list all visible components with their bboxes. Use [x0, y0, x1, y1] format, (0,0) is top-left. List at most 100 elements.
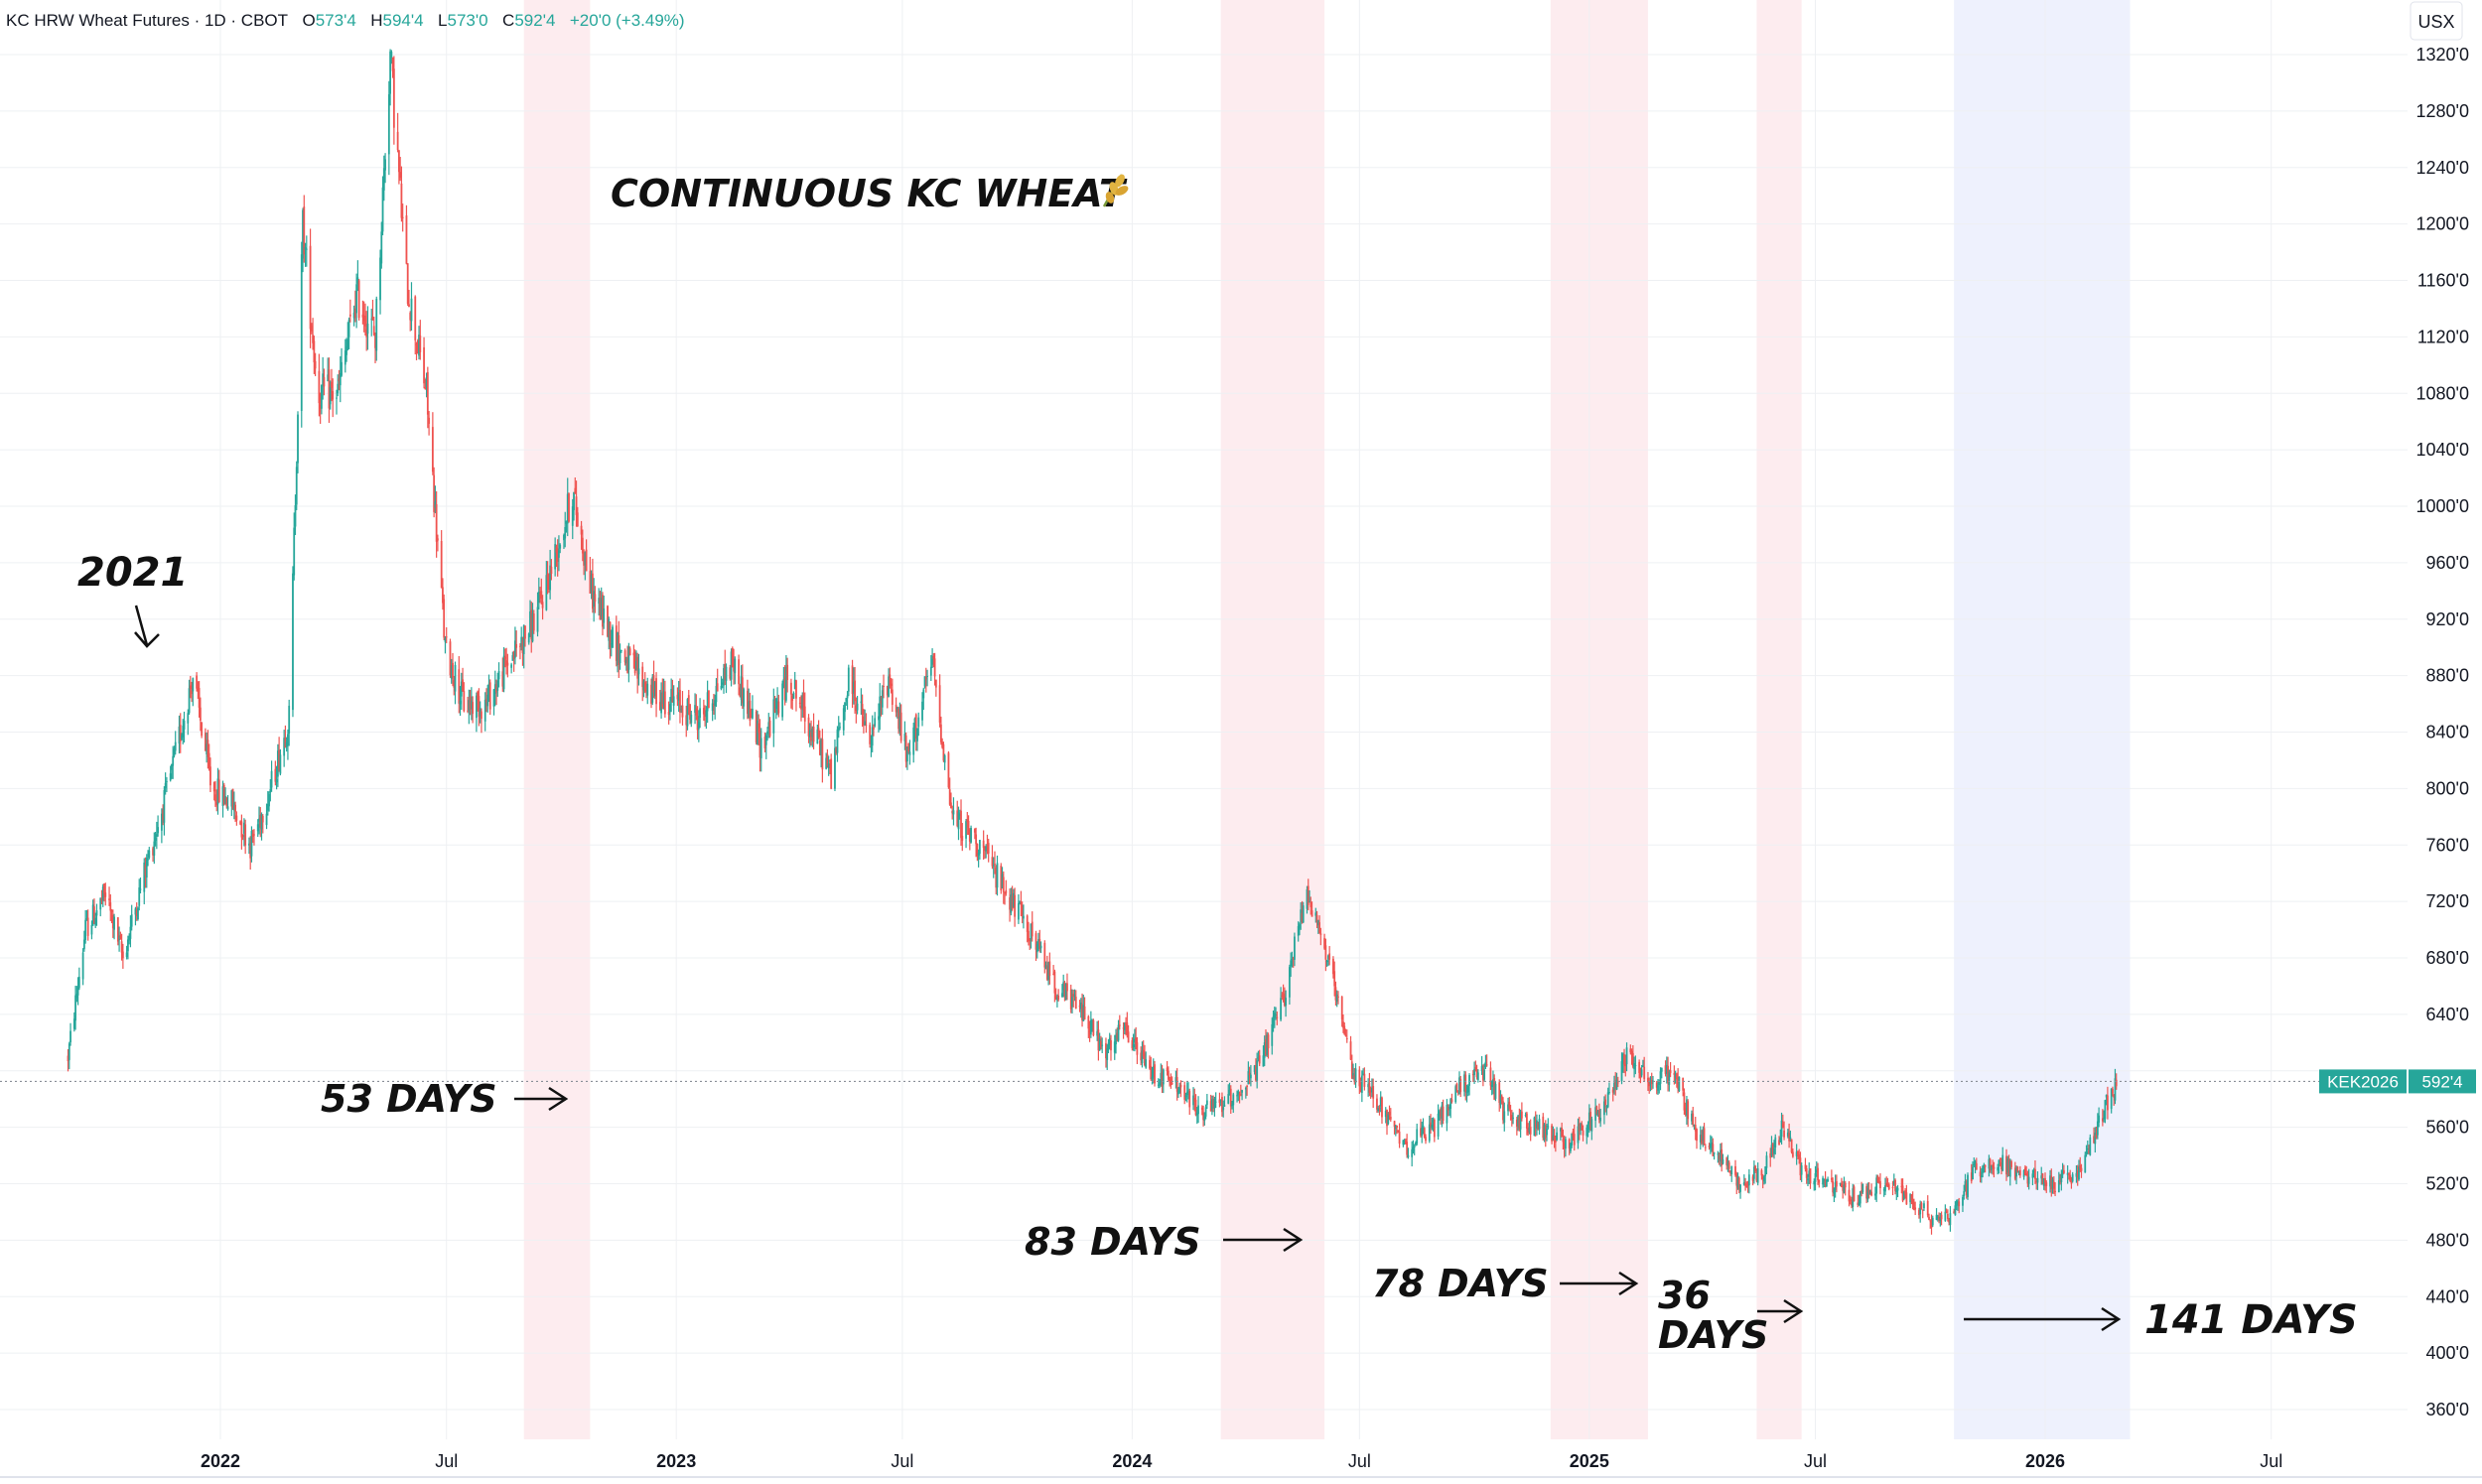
candle-body [950, 802, 952, 809]
candle-body [1565, 1139, 1567, 1149]
candle-body [1512, 1117, 1514, 1119]
candle-body [1534, 1120, 1537, 1128]
candle-body [323, 376, 326, 387]
arrow-141-icon [1964, 1306, 2122, 1332]
candle-body [1023, 915, 1025, 919]
candle-body [1953, 1211, 1956, 1214]
candle-body [1779, 1137, 1782, 1143]
candle-body [842, 708, 845, 731]
candle-body [1280, 998, 1282, 1020]
candle-body [2085, 1150, 2088, 1154]
candle-body [1187, 1090, 1189, 1095]
y-tick-label: 1160'0 [2417, 271, 2469, 291]
candle-body [619, 649, 621, 664]
candle-body [626, 658, 629, 673]
candle-body [214, 794, 216, 802]
candle-body [1213, 1098, 1216, 1109]
candle-body [169, 773, 172, 781]
candle-body [1606, 1092, 1609, 1108]
candle-body [2066, 1172, 2069, 1175]
candle-body [1290, 960, 1293, 967]
candle-body [492, 689, 495, 707]
candle-body [313, 340, 316, 363]
candle-body [1396, 1125, 1398, 1128]
candle-body [1911, 1198, 1914, 1205]
candle-body [1091, 1020, 1094, 1022]
candle-body [825, 757, 828, 769]
candle-body [679, 689, 681, 713]
candle-body [685, 715, 688, 726]
candle-body [1297, 926, 1300, 936]
candle-body [1538, 1119, 1541, 1130]
candle-body [1152, 1066, 1155, 1078]
candle-body [76, 987, 79, 996]
candle-body [287, 734, 289, 746]
candle-body [632, 652, 635, 656]
candle-body [752, 708, 754, 719]
candle-body [173, 748, 176, 756]
candle-body [1763, 1176, 1765, 1182]
candle-body [1484, 1061, 1487, 1067]
candle-body [757, 720, 758, 745]
candle-body [1494, 1084, 1497, 1099]
candle-body [109, 902, 112, 911]
candle-body [1529, 1127, 1532, 1135]
candle-body [497, 671, 500, 680]
candle-body [1285, 998, 1288, 1007]
candle-body [576, 512, 579, 527]
candle-body [545, 575, 548, 610]
candle-body [235, 815, 238, 821]
candle-body [939, 724, 942, 742]
candle-body [1342, 1021, 1344, 1028]
candle-body [1344, 1034, 1347, 1036]
currency-button[interactable] [2410, 1, 2463, 41]
candle-body [1323, 938, 1326, 949]
candle-body [1586, 1127, 1588, 1137]
candle-body [1630, 1050, 1633, 1055]
candle-body [2057, 1180, 2060, 1193]
x-axis[interactable]: 2022 Jul 2023 Jul 2024 Jul 2025 Jul 2026 Jul [0, 1451, 2482, 1478]
candle-body [1244, 1087, 1247, 1090]
candle-body [1652, 1080, 1654, 1082]
candle-body [1326, 955, 1329, 960]
candle-body [1359, 1085, 1362, 1092]
candle-body [1866, 1188, 1869, 1200]
y-axis[interactable]: 360'0 400'0 440'0 480'0 520'0 560'0 640'0 680'0… [2416, 45, 2470, 1419]
candle-body [1175, 1077, 1178, 1092]
candle-body [2035, 1181, 2038, 1183]
candle-body [904, 735, 907, 762]
candle-body [1668, 1071, 1671, 1085]
candle-body [258, 818, 260, 822]
candle-body [137, 907, 139, 920]
candle-body [1219, 1099, 1222, 1102]
candle-body [835, 747, 838, 753]
candle-body [1048, 961, 1051, 977]
candle-body [861, 704, 864, 715]
candle-body [1836, 1181, 1838, 1187]
candle-body [1673, 1072, 1676, 1075]
candle-body [1069, 989, 1072, 1010]
candle-body [816, 729, 819, 744]
candle-body [1454, 1086, 1457, 1103]
x-tick-label: 2026 [2025, 1451, 2065, 1471]
candle-body [390, 52, 393, 59]
candle-body [881, 690, 884, 708]
candle-body [506, 662, 509, 666]
candle-body [1430, 1122, 1432, 1127]
candle-body [1634, 1065, 1637, 1067]
candle-body [127, 939, 129, 952]
candle-body [364, 316, 366, 327]
candle-body [2112, 1088, 2114, 1094]
candle-body [554, 544, 557, 570]
candle-body [1490, 1084, 1493, 1088]
candle-body [155, 834, 158, 838]
candle-body [1288, 967, 1291, 998]
candle-body [1691, 1113, 1693, 1122]
candle-body [164, 782, 167, 789]
candle-body [1276, 1016, 1279, 1018]
candle-body [1489, 1067, 1492, 1086]
candle-body [702, 708, 705, 715]
candle-body [1299, 924, 1301, 929]
